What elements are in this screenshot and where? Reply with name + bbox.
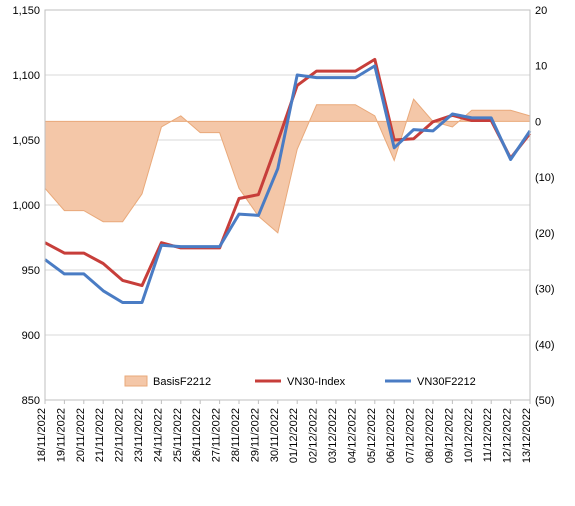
legend-label-basis: BasisF2212 (153, 376, 211, 388)
x-axis-label: 11/12/2022 (482, 408, 494, 462)
right-axis-label: 10 (535, 61, 547, 73)
left-axis-label: 900 (22, 330, 40, 342)
right-axis-label: (10) (535, 172, 555, 184)
x-axis-label: 06/12/2022 (385, 408, 397, 463)
x-axis-label: 29/11/2022 (249, 408, 261, 462)
legend-swatch-basis (125, 376, 147, 386)
x-axis-label: 07/12/2022 (405, 408, 417, 463)
x-axis-label: 02/12/2022 (308, 408, 320, 463)
x-axis-label: 04/12/2022 (346, 408, 358, 463)
x-axis-label: 22/11/2022 (114, 408, 126, 462)
left-axis-label: 1,100 (12, 70, 40, 82)
right-axis-label: 20 (535, 5, 547, 17)
left-axis-label: 950 (22, 265, 40, 277)
x-axis-label: 18/11/2022 (36, 408, 48, 462)
x-axis-label: 25/11/2022 (172, 408, 184, 462)
left-axis-label: 1,150 (12, 5, 40, 17)
x-axis-label: 05/12/2022 (366, 408, 378, 463)
legend-label-vn30: VN30-Index (287, 376, 346, 388)
right-axis-label: (20) (535, 228, 555, 240)
x-axis-label: 28/11/2022 (230, 408, 242, 462)
x-axis-label: 24/11/2022 (152, 408, 164, 462)
right-axis-label: (40) (535, 339, 555, 351)
x-axis-label: 19/11/2022 (55, 408, 67, 462)
chart-container: 850 900 950 1,000 1,050 1,100 1,150 (50) (40) (30… (0, 0, 575, 506)
x-axis-label: 01/12/2022 (288, 408, 300, 463)
x-axis-label: 10/12/2022 (463, 408, 475, 463)
x-axis-label: 03/12/2022 (327, 408, 339, 463)
x-axis-label: 26/11/2022 (191, 408, 203, 462)
chart-svg: 850 900 950 1,000 1,050 1,100 1,150 (50) (40) (30… (0, 0, 575, 506)
x-axis-label: 30/11/2022 (269, 408, 281, 462)
x-axis-label: 08/12/2022 (424, 408, 436, 463)
right-axis-label: 0 (535, 116, 541, 128)
x-axis-label: 21/11/2022 (94, 408, 106, 462)
x-axis-label: 09/12/2022 (443, 408, 455, 463)
left-axis-label: 1,050 (12, 135, 40, 147)
legend-label-vn30f: VN30F2212 (417, 376, 476, 388)
x-axis-label: 12/12/2022 (502, 408, 514, 463)
right-axis-label: (50) (535, 395, 555, 407)
x-axis-label: 23/11/2022 (133, 408, 145, 462)
x-axis-label: 13/12/2022 (521, 408, 533, 463)
x-axis-label: 27/11/2022 (211, 408, 223, 462)
right-axis-label: (30) (535, 284, 555, 296)
left-axis-label: 1,000 (12, 200, 40, 212)
x-axis-label: 20/11/2022 (75, 408, 87, 462)
left-axis-label: 850 (22, 395, 40, 407)
